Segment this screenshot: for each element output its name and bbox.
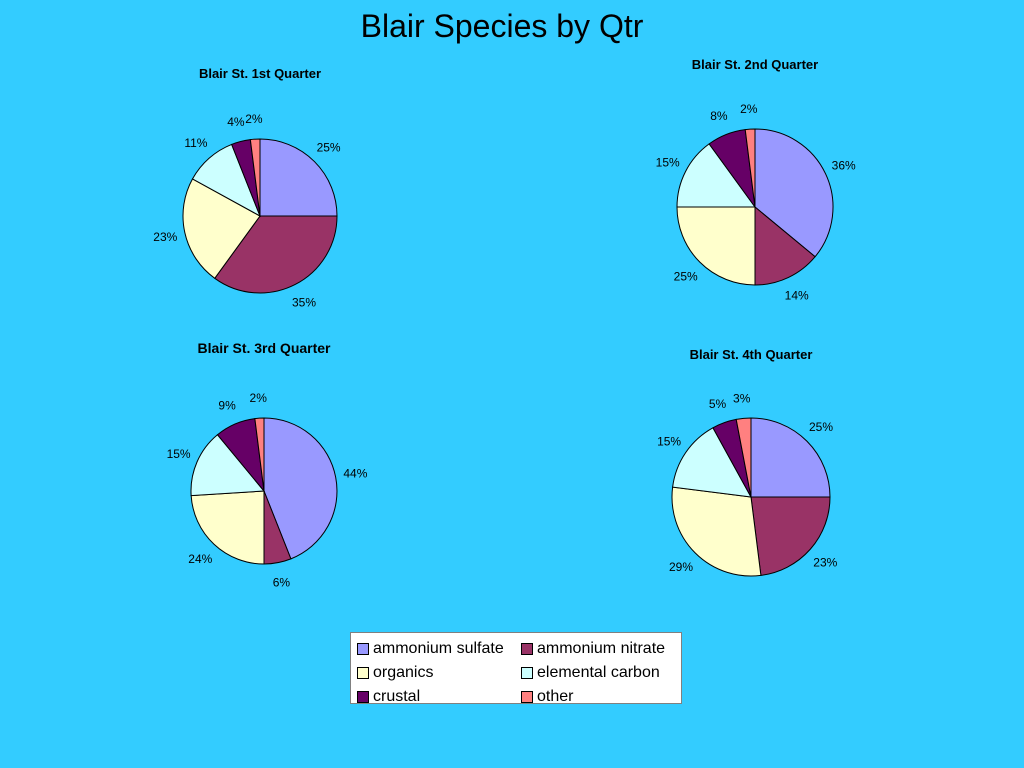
pie-label-ammonium-nitrate: 23% [813,556,837,570]
pie-label-elemental-carbon: 11% [184,136,207,150]
pie-label-organics: 24% [188,552,212,566]
pie-label-organics: 23% [153,230,177,244]
pie-label-elemental-carbon: 15% [656,156,680,170]
legend-swatch [357,667,369,679]
pie-slice-other [249,138,261,217]
legend-swatch [521,691,533,703]
pie-label-crustal: 4% [227,115,245,129]
pie-slice-organics [671,486,762,577]
pie-label-ammonium-sulfate: 25% [809,420,833,434]
pie-chart-q4: Blair St. 4th Quarter 25% 23% 29% 15% 5% 3% [657,347,838,577]
pie-slice-other [735,417,752,498]
pie-q1-slices: 25% 35% 23% 11% 4% 2% [153,112,341,309]
legend-label: other [537,688,574,705]
chart-title-q4: Blair St. 4th Quarter [690,347,813,362]
pie-label-elemental-carbon: 15% [657,434,681,448]
pie-chart-q3: Blair St. 3rd Quarter 44% 6% 24% 15% 9% 2% [167,340,368,589]
pie-chart-q2: Blair St. 2nd Quarter 36% 14% 25% 15% 8% 2% [656,57,856,303]
pie-q4-slices: 25% 23% 29% 15% 5% 3% [657,391,838,577]
pie-label-crustal: 9% [218,399,236,413]
legend-label: ammonium sulfate [373,640,504,657]
legend-item-organics: organics [357,661,517,685]
legend-item-ammonium-sulfate: ammonium sulfate [357,637,517,661]
pie-label-other: 3% [733,391,751,405]
pie-slice-organics [676,206,756,286]
pie-slice-ammonium-sulfate [750,417,831,498]
legend: ammonium sulfate ammonium nitrate organi… [350,632,682,705]
pie-label-ammonium-sulfate: 25% [317,140,341,154]
pie-slice-ammonium-nitrate [754,205,816,286]
pie-slice-ammonium-sulfate [259,138,338,217]
pie-label-other: 2% [250,391,268,405]
pie-label-other: 2% [740,102,758,116]
legend-label: crustal [373,688,421,705]
pie-slice-organics [190,490,265,565]
pie-q3-slices: 44% 6% 24% 15% 9% 2% [167,391,368,589]
legend-item-elemental-carbon: elemental carbon [521,661,681,685]
legend-label: ammonium nitrate [537,640,666,657]
pie-label-ammonium-nitrate: 6% [273,575,291,589]
legend-item-other: other [521,685,681,709]
slide-title: Blair Species by Qtr [360,8,644,44]
pie-slice-ammonium-nitrate [214,215,338,294]
pie-label-ammonium-nitrate: 14% [785,289,809,303]
pie-slice-elemental-carbon [672,427,752,498]
pie-label-ammonium-sulfate: 44% [343,467,367,481]
pie-slice-ammonium-nitrate [750,496,831,576]
pie-slice-ammonium-sulfate [754,128,834,258]
chart-title-q2: Blair St. 2nd Quarter [692,57,818,72]
chart-title-q1: Blair St. 1st Quarter [199,66,321,81]
legend-item-crustal: crustal [357,685,517,709]
pie-slice-ammonium-sulfate [263,417,338,560]
legend-swatch [521,643,533,655]
legend-label: organics [373,664,434,681]
pie-label-other: 2% [245,112,263,126]
chart-title-q3: Blair St. 3rd Quarter [197,340,331,356]
pie-label-elemental-carbon: 15% [167,447,191,461]
pie-slice-elemental-carbon [676,143,756,208]
pie-label-ammonium-sulfate: 36% [832,158,856,172]
legend-swatch [357,643,369,655]
pie-slice-other [744,128,756,208]
legend-item-ammonium-nitrate: ammonium nitrate [521,637,681,661]
legend-swatch [521,667,533,679]
pie-label-crustal: 8% [710,109,728,123]
pie-chart-q1: Blair St. 1st Quarter 25% 35% 23% 11% 4% 2% [153,66,341,309]
pie-slice-elemental-carbon [190,434,266,497]
pie-label-ammonium-nitrate: 35% [292,295,316,309]
pie-q2-slices: 36% 14% 25% 15% 8% 2% [656,102,856,303]
pie-label-crustal: 5% [709,397,727,411]
pie-slice-other [254,417,265,492]
legend-label: elemental carbon [537,664,660,681]
pie-slice-organics [182,178,261,279]
pie-label-organics: 25% [674,269,698,283]
pie-label-organics: 29% [669,560,693,574]
legend-swatch [357,691,369,703]
